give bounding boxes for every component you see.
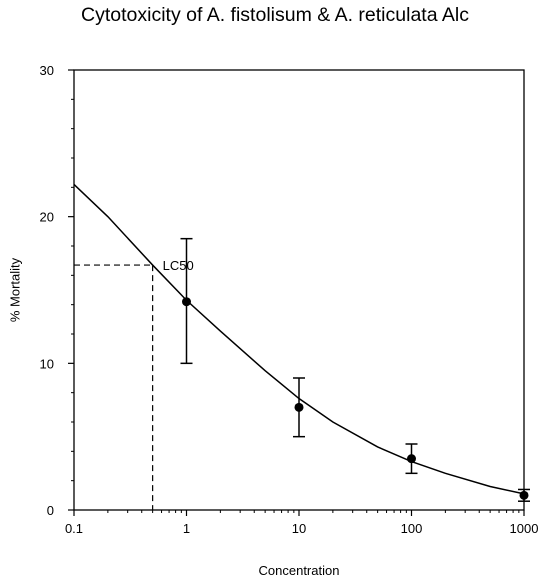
data-point <box>407 454 416 464</box>
lc50-label: LC50 <box>163 258 194 273</box>
data-points <box>180 237 530 502</box>
x-tick-label: 1000 <box>510 521 539 536</box>
data-point <box>182 297 191 307</box>
x-tick-label: 10 <box>292 521 306 536</box>
data-point <box>294 402 304 412</box>
lc50-reference: LC50 <box>74 258 194 510</box>
y-tick-label: 20 <box>40 210 54 225</box>
x-axis-label: Concentration <box>258 563 340 578</box>
fit-curve <box>73 183 525 495</box>
x-tick-label: 0.1 <box>65 521 83 536</box>
x-tick-label: 100 <box>401 521 423 536</box>
y-axis-label: % Mortality <box>7 257 23 323</box>
plot-frame <box>73 69 525 511</box>
y-tick-label: 0 <box>47 503 54 518</box>
chart-title: Cytotoxicity of A. fistolisum & A. retic… <box>81 4 469 26</box>
axis-ticks: 0.1 1 10 100 1000 0 10 20 30 <box>40 63 539 536</box>
data-point <box>519 490 529 500</box>
y-tick-label: 30 <box>40 63 54 78</box>
x-tick-label: 1 <box>183 521 190 536</box>
y-tick-label: 10 <box>40 356 54 371</box>
